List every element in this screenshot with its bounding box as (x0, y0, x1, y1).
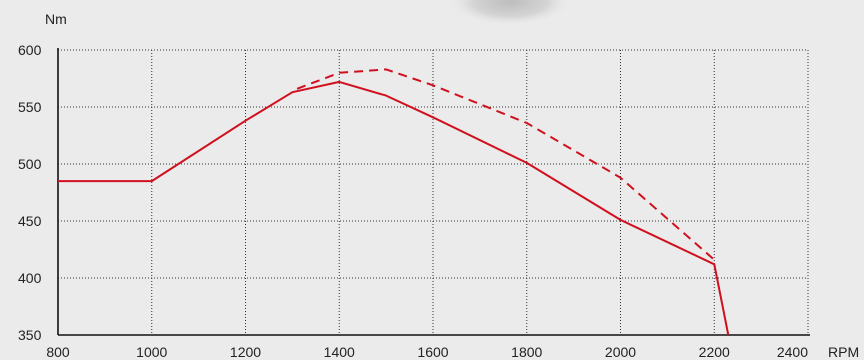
x-tick-label: 1000 (136, 344, 167, 360)
series-group (58, 68, 730, 336)
y-unit-label: Nm (45, 11, 67, 27)
y-tick-label: 600 (18, 42, 42, 58)
solid-torque-line (58, 80, 730, 336)
x-tick-label: 800 (46, 344, 70, 360)
x-tick-label: 1600 (417, 344, 448, 360)
y-tick-label: 350 (18, 327, 42, 343)
x-tick-label: 1800 (511, 344, 542, 360)
dashed-torque-line (296, 68, 715, 261)
x-tick-label: 2000 (605, 344, 636, 360)
y-tick-label: 550 (18, 99, 42, 115)
x-tick-label: 1400 (324, 344, 355, 360)
x-tick-label: 2400 (777, 344, 808, 360)
tick-labels: 800 1000 1200 1400 1600 1800 2000 2200 2400 350 40… (18, 42, 808, 360)
y-tick-label: 450 (18, 213, 42, 229)
axes (57, 48, 810, 336)
y-tick-label: 500 (18, 156, 42, 172)
background-shape (448, 0, 572, 26)
x-tick-label: 2200 (699, 344, 730, 360)
x-tick-label: 1200 (230, 344, 261, 360)
grid (58, 49, 809, 335)
y-tick-label: 400 (18, 270, 42, 286)
x-unit-label: RPM (828, 344, 859, 360)
